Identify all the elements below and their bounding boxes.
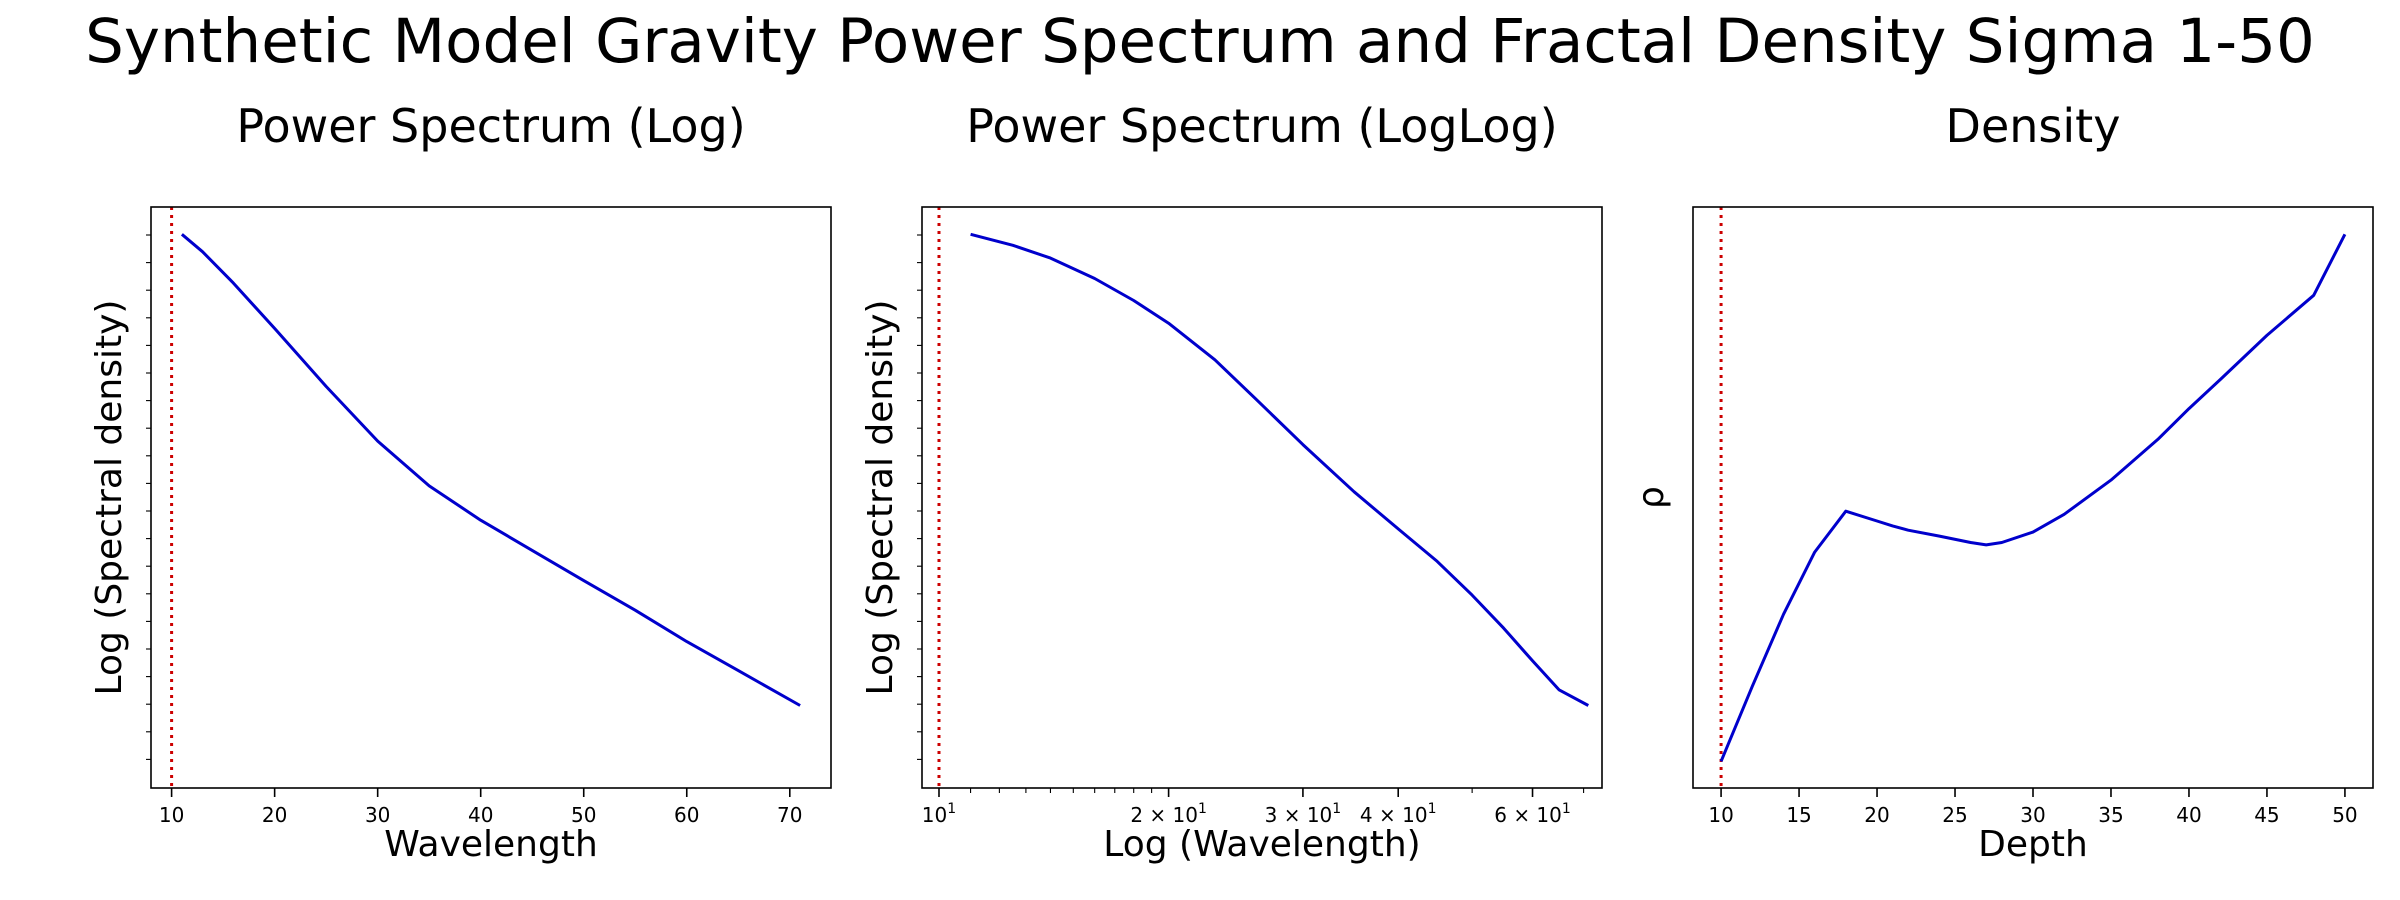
density-x-tick-label: 20 [1864,803,1889,827]
power-spectrum-log-series-line [180,233,801,707]
power-spectrum-loglog-y-axis-label: Log (Spectral density) [860,300,901,696]
power-spectrum-loglog-x-axis-label: Log (Wavelength) [1103,824,1420,865]
density-series-line [1719,233,2347,762]
figure-title: Synthetic Model Gravity Power Spectrum a… [85,6,2315,77]
power-spectrum-loglog-title: Power Spectrum (LogLog) [966,99,1557,153]
power-spectrum-log-panel: Power Spectrum (Log) Wavelength Log (Spect… [89,99,832,865]
power-spectrum-log-x-tick-label: 50 [571,803,596,827]
power-spectrum-loglog-x-tick-label: 3 × 101 [1265,801,1342,827]
density-plot-frame [1692,206,2374,789]
power-spectrum-loglog-x-tick-label: 6 × 101 [1494,801,1571,827]
power-spectrum-log-x-tick-label: 20 [262,803,287,827]
power-spectrum-log-plot-frame [150,206,832,789]
density-panel: Density Depth ρ 10 15 20 25 30 35 40 45 50 [1631,99,2374,865]
power-spectrum-log-x-tick-label: 40 [468,803,493,827]
power-spectrum-log-x-tick-label: 10 [159,803,184,827]
density-x-tick-label: 45 [2254,803,2279,827]
power-spectrum-log-title: Power Spectrum (Log) [236,99,745,153]
density-x-axis-label: Depth [1978,824,2088,865]
density-title: Density [1946,99,2121,153]
power-spectrum-log-x-tick-label: 60 [674,803,699,827]
power-spectrum-log-x-axis-label: Wavelength [384,824,598,865]
density-x-tick-label: 10 [1708,803,1733,827]
density-x-tick-label: 15 [1786,803,1811,827]
chart-panels: Power Spectrum (Log) Wavelength Log (Spect… [89,99,2374,865]
density-x-tick-label: 40 [2176,803,2201,827]
density-x-tick-label: 50 [2332,803,2357,827]
power-spectrum-log-x-tick-label: 30 [365,803,390,827]
density-y-axis-label: ρ [1631,486,1672,509]
power-spectrum-loglog-x-tick-label: 4 × 101 [1360,801,1437,827]
density-x-tick-label: 35 [2098,803,2123,827]
power-spectrum-loglog-panel: Power Spectrum (LogLog) Log (Wavelength) L… [860,99,1603,865]
power-spectrum-loglog-x-tick-label: 2 × 101 [1130,801,1207,827]
density-x-tick-label: 25 [1942,803,1967,827]
power-spectrum-log-x-tick-label: 70 [777,803,802,827]
power-spectrum-log-y-axis-label: Log (Spectral density) [89,300,130,696]
power-spectrum-loglog-series-line [970,232,1590,707]
power-spectrum-loglog-plot-frame [921,206,1603,789]
power-spectrum-loglog-x-tick-label: 101 [922,801,956,827]
density-x-tick-label: 30 [2020,803,2045,827]
